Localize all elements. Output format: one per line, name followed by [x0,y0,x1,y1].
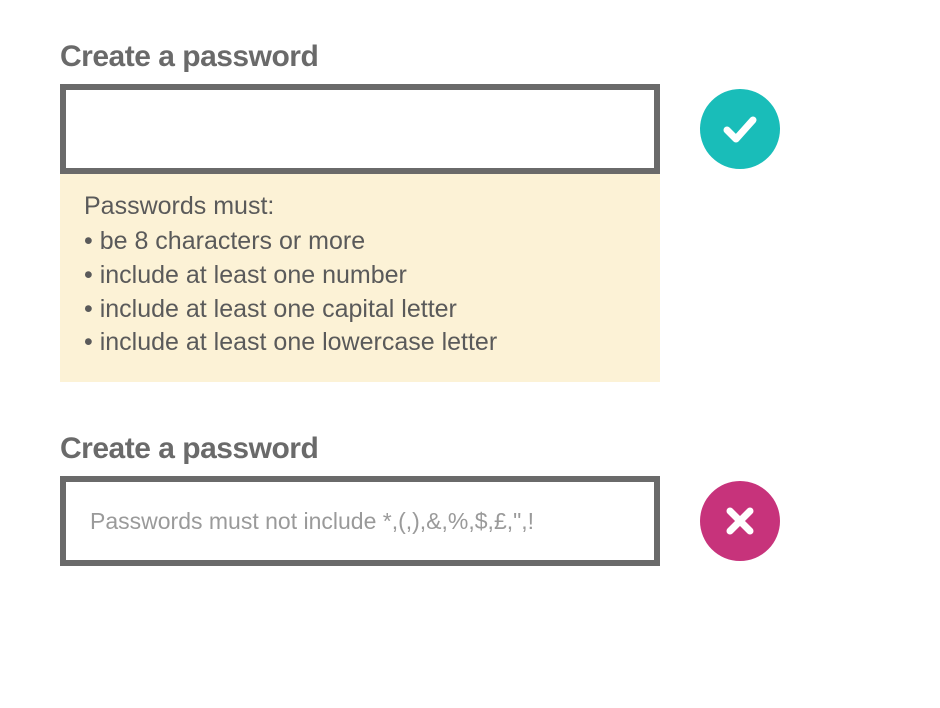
hint-list: be 8 characters or more include at least… [84,225,636,360]
hint-item: include at least one number [84,259,636,293]
password-input-good[interactable] [60,84,660,174]
hint-item: include at least one lowercase letter [84,326,636,360]
password-hint-box: Passwords must: be 8 characters or more … [60,174,660,382]
password-label-good: Create a password [60,40,880,74]
check-icon [700,89,780,169]
field-row-bad [60,476,880,566]
bad-example: Create a password [60,432,880,566]
good-example: Create a password Passwords must: be 8 c… [60,40,880,382]
hint-item: be 8 characters or more [84,225,636,259]
cross-icon [700,481,780,561]
password-input-bad[interactable] [60,476,660,566]
hint-item: include at least one capital letter [84,293,636,327]
password-label-bad: Create a password [60,432,880,466]
hint-title: Passwords must: [84,192,636,221]
field-row-good [60,84,880,174]
